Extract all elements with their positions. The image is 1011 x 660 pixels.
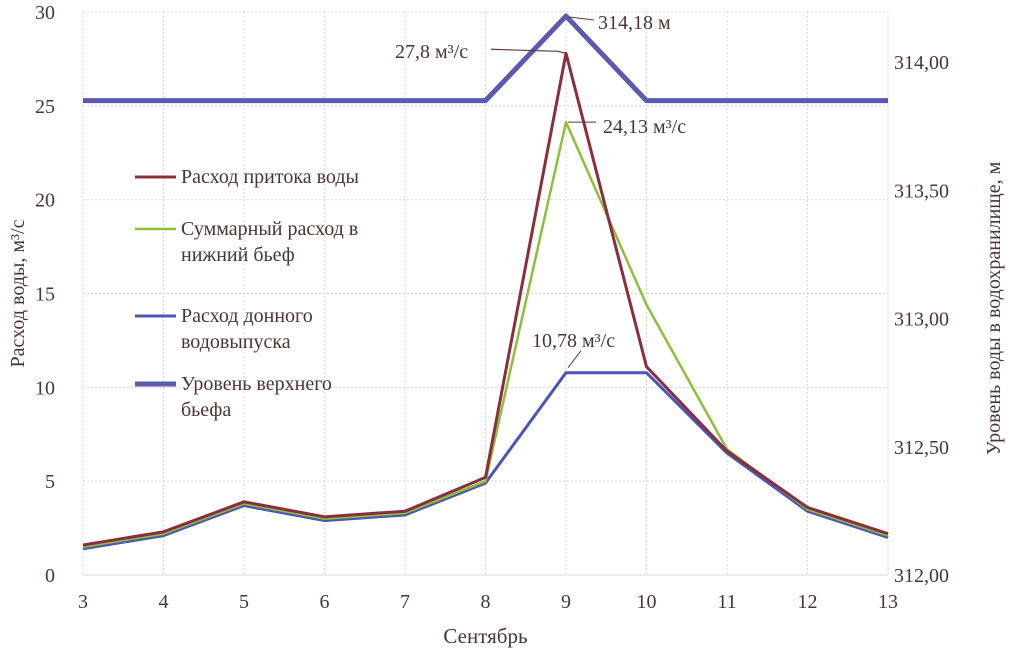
annotation-leader (568, 351, 581, 368)
y-tick-label: 0 (45, 565, 55, 587)
x-axis-label: Сентябрь (443, 624, 527, 648)
y2-tick-label: 312,00 (894, 565, 949, 587)
annotation-label: 314,18 м (598, 12, 671, 34)
x-tick-label: 9 (561, 591, 571, 613)
x-tick-label: 4 (159, 591, 169, 613)
x-tick-label: 12 (798, 591, 818, 613)
legend-label: Расход донного (181, 305, 313, 327)
y2-axis-label: Уровень воды в водохранилище, м (983, 161, 1005, 455)
y-tick-label: 30 (35, 2, 55, 24)
x-tick-label: 3 (78, 591, 88, 613)
x-tick-label: 10 (637, 591, 657, 613)
x-tick-label: 6 (320, 591, 330, 613)
x-tick-label: 7 (400, 591, 410, 613)
y2-tick-label: 312,50 (894, 437, 949, 459)
legend-label: Суммарный расход в (181, 218, 358, 240)
y2-tick-label: 313,50 (894, 180, 949, 202)
y-axis-label: Расход воды, м³/с (7, 219, 29, 367)
x-tick-label: 11 (717, 591, 736, 613)
x-tick-label: 8 (481, 591, 491, 613)
y-tick-label: 20 (35, 190, 55, 212)
y-tick-label: 25 (35, 96, 55, 118)
y2-tick-label: 313,00 (894, 309, 949, 331)
legend-label: бьефа (181, 399, 231, 421)
y-tick-label: 5 (45, 471, 55, 493)
x-tick-label: 5 (239, 591, 249, 613)
legend-label: Расход притока воды (181, 166, 359, 188)
x-tick-label: 13 (878, 591, 898, 613)
annotation-label: 24,13 м³/с (603, 116, 686, 138)
y2-tick-label: 314,00 (894, 52, 949, 74)
annotation-label: 27,8 м³/с (395, 41, 468, 63)
y-tick-label: 10 (35, 377, 55, 399)
annotation-label: 10,78 м³/с (532, 330, 615, 352)
legend-label: Уровень верхнего (181, 373, 332, 395)
y-tick-label: 15 (35, 284, 55, 306)
legend-label: водовыпуска (181, 331, 291, 353)
series-line (83, 53, 888, 545)
legend-label: нижний бьеф (181, 244, 295, 266)
